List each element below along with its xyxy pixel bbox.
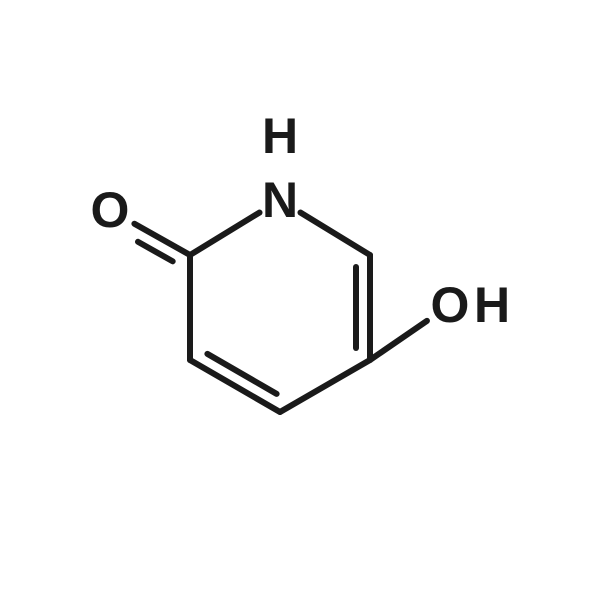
bond-N-C2 bbox=[190, 213, 260, 255]
labels-layer: NHOOH bbox=[91, 108, 511, 333]
bond-C6-N bbox=[300, 213, 370, 255]
bonds-layer bbox=[134, 213, 427, 412]
molecule-diagram: NHOOH bbox=[0, 0, 600, 600]
atom-label-H: H bbox=[262, 108, 298, 164]
atom-label-OH_H: H bbox=[474, 277, 510, 333]
bond-C2-O2 bbox=[134, 224, 190, 255]
bond-C4-C5 bbox=[280, 360, 370, 412]
atom-label-O2: O bbox=[91, 182, 130, 238]
atom-label-OH_O: O bbox=[431, 277, 470, 333]
bond-C5-OH_O bbox=[370, 321, 427, 360]
atom-label-N: N bbox=[262, 172, 298, 228]
